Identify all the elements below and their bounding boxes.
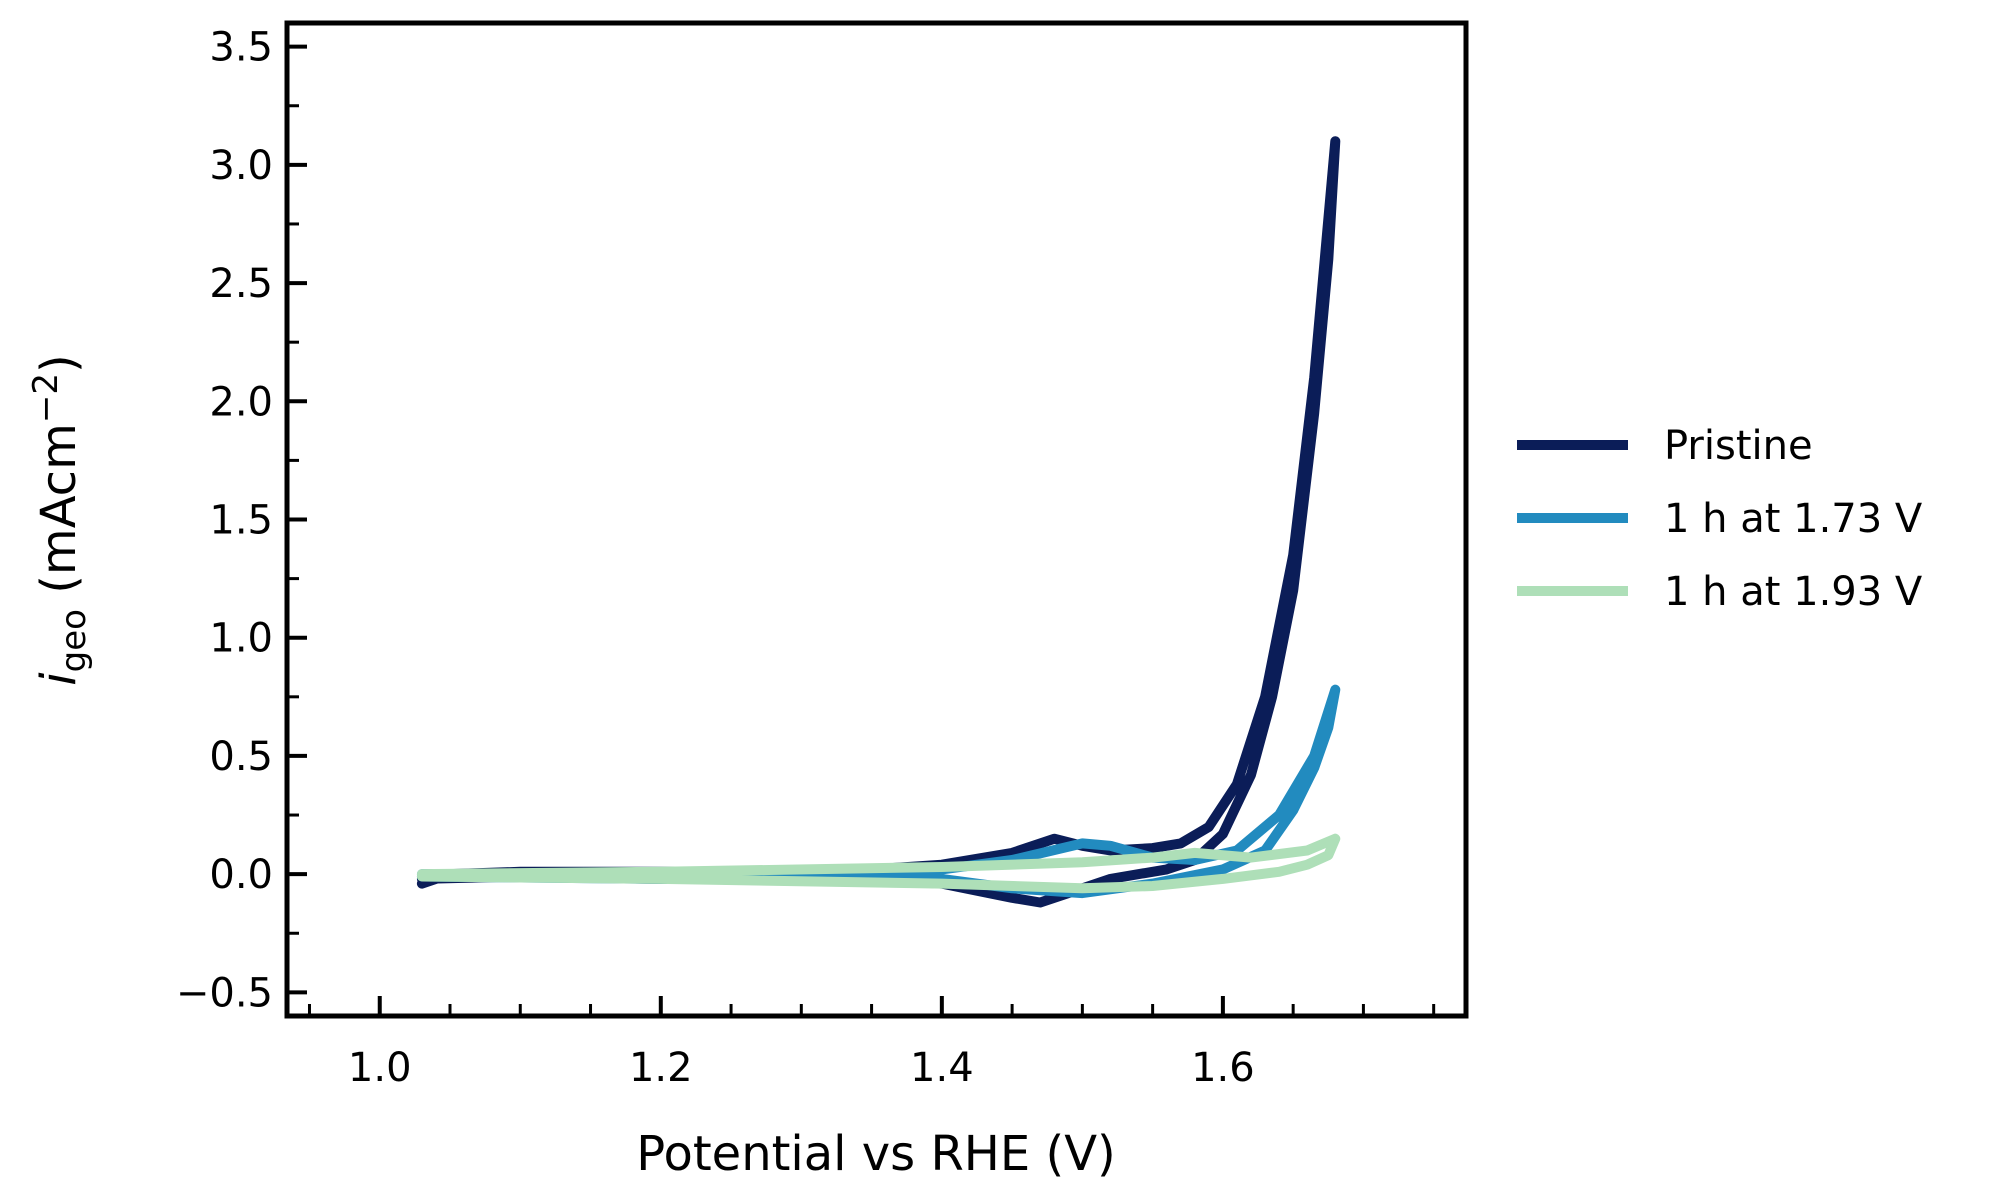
y-label-superscript: −2: [26, 373, 66, 423]
y-label-unit: (mAcm: [31, 423, 87, 609]
y-tick-label: 3.5: [209, 25, 273, 71]
y-tick-label: 3.0: [209, 143, 273, 189]
y-tick-label: 2.0: [209, 379, 273, 425]
ticks-layer: 1.0 1.2 1.4 1.6 −0.5 0.0 0.5 1.0 1.5 2.0 2.5 3.0 3.5: [176, 25, 1436, 1091]
y-label-subscript: geo: [54, 609, 94, 672]
y-axis-label: igeo (mAcm−2): [26, 354, 94, 685]
legend-label: 1 h at 1.93 V: [1664, 569, 1923, 615]
y-label-symbol: i: [31, 672, 87, 686]
x-tick-label: 1.2: [629, 1045, 693, 1091]
series-line-0: [416, 136, 1341, 908]
plot-frame: [284, 20, 1469, 1019]
y-tick-label: 1.0: [209, 616, 273, 662]
y-tick-label: 0.5: [209, 734, 273, 780]
series-layer: [416, 136, 1341, 908]
series-line-2: [416, 833, 1341, 894]
legend-label: Pristine: [1664, 423, 1813, 469]
x-axis-label: Potential vs RHE (V): [636, 1126, 1116, 1182]
series-line-1: [416, 684, 1341, 899]
x-tick-label: 1.6: [1191, 1045, 1255, 1091]
y-tick-label: 0.0: [209, 852, 273, 898]
y-tick-label: 1.5: [209, 498, 273, 544]
x-tick-label: 1.0: [348, 1045, 412, 1091]
legend-label: 1 h at 1.73 V: [1664, 496, 1923, 542]
y-tick-label: 2.5: [209, 261, 273, 307]
x-tick-label: 1.4: [910, 1045, 974, 1091]
y-label-close: ): [31, 354, 87, 373]
y-tick-label: −0.5: [176, 970, 273, 1016]
legend: Pristine 1 h at 1.73 V 1 h at 1.93 V: [1517, 423, 1923, 615]
